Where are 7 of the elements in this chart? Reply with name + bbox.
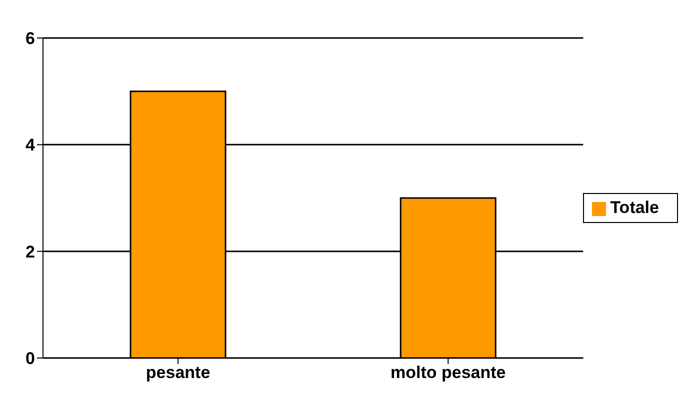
legend-label: Totale: [610, 198, 659, 217]
y-tick-label: 2: [26, 242, 35, 262]
y-tick-label: 4: [26, 136, 36, 155]
x-tick-label: pesante: [146, 363, 210, 382]
y-tick-label: 0: [26, 349, 35, 368]
y-tick-label: 6: [26, 29, 35, 48]
x-tick-label: molto pesante: [390, 363, 506, 382]
